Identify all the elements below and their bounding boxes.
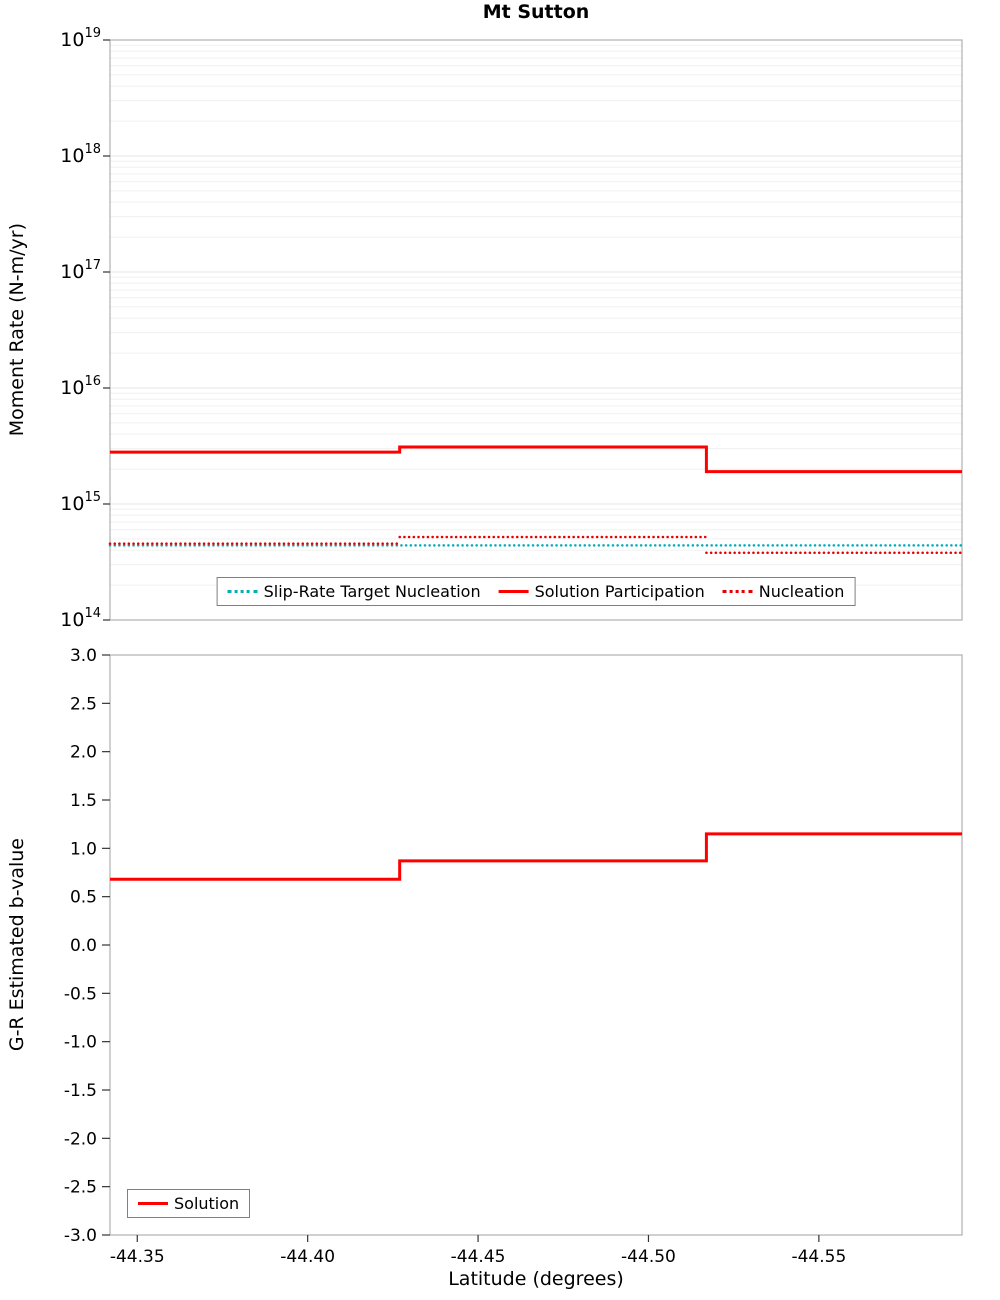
b-value-legend: Solution (127, 1189, 251, 1218)
solution-swatch (138, 1202, 168, 1205)
svg-text:-44.45: -44.45 (451, 1247, 506, 1267)
svg-text:1.0: 1.0 (70, 839, 97, 859)
svg-text:-1.0: -1.0 (64, 1033, 97, 1053)
slip-rate-target-nucleation-swatch (227, 590, 258, 593)
legend-item-slip-rate-target-nucleation: Slip-Rate Target Nucleation (227, 582, 481, 601)
svg-text:1019: 1019 (60, 26, 101, 51)
svg-text:-0.5: -0.5 (64, 984, 97, 1004)
svg-text:0.0: 0.0 (70, 936, 97, 956)
solution-participation-swatch (498, 590, 529, 593)
nucleation-swatch (722, 590, 753, 593)
svg-text:2.5: 2.5 (70, 694, 97, 714)
svg-text:-44.55: -44.55 (791, 1247, 846, 1267)
moment-rate-legend: Slip-Rate Target Nucleation Solution Par… (216, 577, 856, 606)
svg-text:-44.40: -44.40 (280, 1247, 335, 1267)
svg-text:3.0: 3.0 (70, 646, 97, 666)
svg-text:1.5: 1.5 (70, 791, 97, 811)
svg-text:-2.5: -2.5 (64, 1178, 97, 1198)
svg-text:-44.50: -44.50 (621, 1247, 676, 1267)
legend-label: Solution Participation (534, 582, 705, 601)
svg-text:-44.35: -44.35 (110, 1247, 165, 1267)
svg-text:1018: 1018 (60, 142, 101, 167)
moment-rate-axis-label-wrap: Moment Rate (N-m/yr) (0, 40, 34, 620)
svg-text:1015: 1015 (60, 490, 101, 515)
chart-title: Mt Sutton (482, 1, 590, 23)
legend-item-solution: Solution (138, 1194, 239, 1213)
legend-label: Solution (174, 1194, 240, 1213)
legend-label: Nucleation (758, 582, 845, 601)
svg-text:0.5: 0.5 (70, 888, 97, 908)
moment-rate-axis-label: Moment Rate (N-m/yr) (6, 223, 28, 437)
svg-text:2.0: 2.0 (70, 743, 97, 763)
latitude-axis-label: Latitude (degrees) (448, 1268, 624, 1290)
svg-text:1014: 1014 (60, 606, 101, 631)
legend-item-nucleation: Nucleation (722, 582, 845, 601)
svg-text:-3.0: -3.0 (64, 1226, 97, 1246)
svg-text:-2.0: -2.0 (64, 1129, 97, 1149)
legend-item-solution-participation: Solution Participation (498, 582, 705, 601)
b-value-axis-label: G-R Estimated b-value (6, 838, 28, 1052)
svg-text:1016: 1016 (60, 374, 101, 399)
legend-label: Slip-Rate Target Nucleation (263, 582, 481, 601)
b-value-axis-label-wrap: G-R Estimated b-value (0, 655, 34, 1235)
svg-text:1017: 1017 (60, 258, 101, 283)
svg-text:-1.5: -1.5 (64, 1081, 97, 1101)
